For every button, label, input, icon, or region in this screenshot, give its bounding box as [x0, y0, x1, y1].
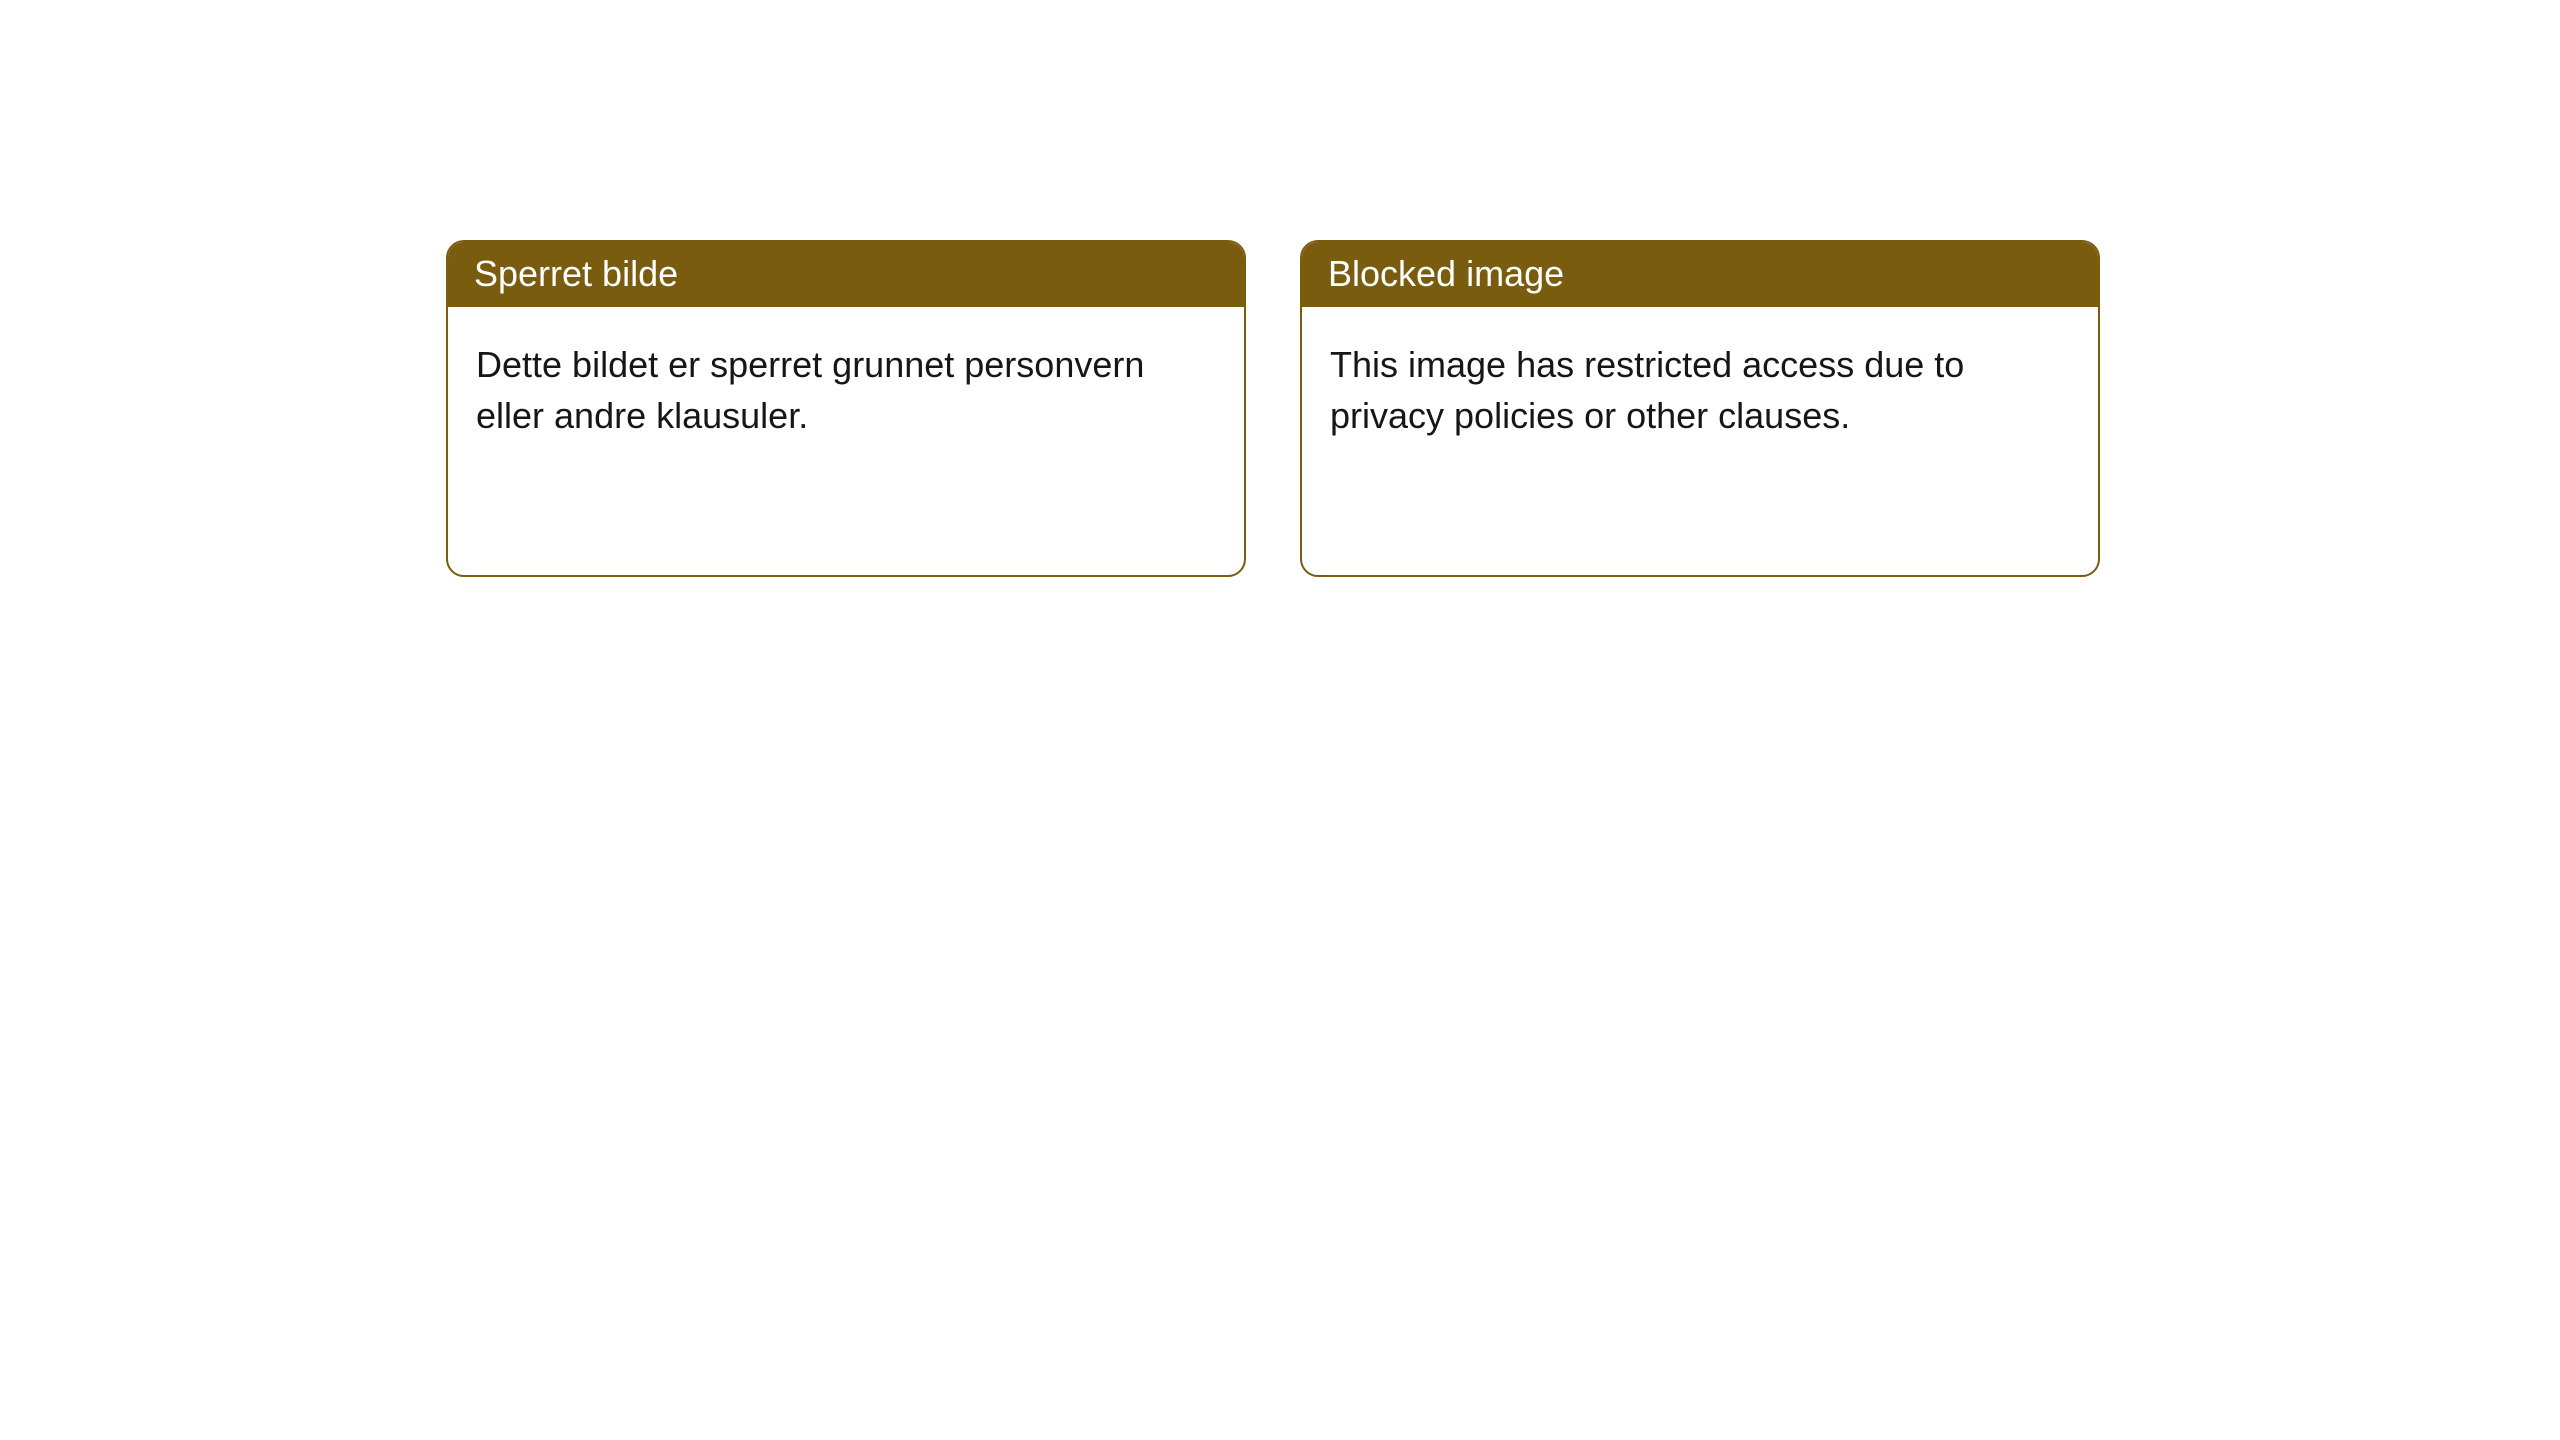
notice-body: This image has restricted access due to …: [1302, 307, 2098, 473]
notice-header: Sperret bilde: [448, 242, 1244, 307]
notice-header: Blocked image: [1302, 242, 2098, 307]
notice-container: Sperret bilde Dette bildet er sperret gr…: [0, 0, 2560, 577]
notice-body: Dette bildet er sperret grunnet personve…: [448, 307, 1244, 473]
notice-card-english: Blocked image This image has restricted …: [1300, 240, 2100, 577]
notice-card-norwegian: Sperret bilde Dette bildet er sperret gr…: [446, 240, 1246, 577]
